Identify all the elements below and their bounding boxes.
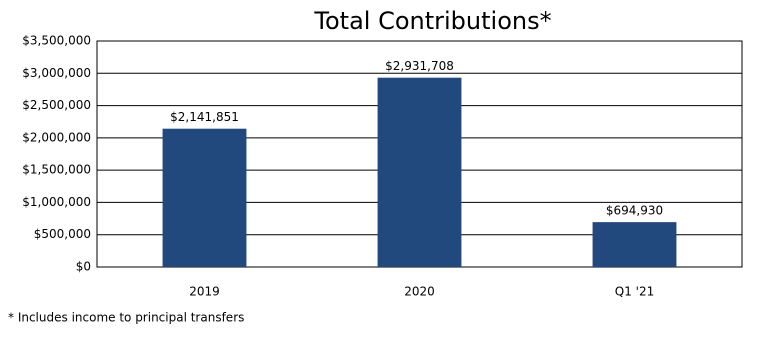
chart-title: Total Contributions*	[313, 7, 551, 35]
y-tick-label: $1,000,000	[22, 195, 91, 209]
y-tick-label: $2,500,000	[22, 98, 91, 112]
bar	[162, 128, 247, 267]
x-tick-label: 2020	[404, 285, 435, 299]
value-label: $2,931,708	[385, 59, 454, 73]
value-label: $694,930	[606, 204, 663, 218]
value-label: $2,141,851	[170, 110, 239, 124]
y-tick-label: $500,000	[34, 227, 91, 241]
y-tick-label: $1,500,000	[22, 163, 91, 177]
x-tick-label: Q1 '21	[615, 285, 654, 299]
y-tick-label: $3,000,000	[22, 66, 91, 80]
y-tick-label: $0	[76, 260, 91, 274]
bar	[592, 222, 677, 267]
bar	[377, 77, 462, 267]
x-tick-label: 2019	[189, 285, 220, 299]
y-tick-label: $2,000,000	[22, 130, 91, 144]
footnote: * Includes income to principal transfers	[8, 311, 244, 325]
y-tick-label: $3,500,000	[22, 34, 91, 48]
